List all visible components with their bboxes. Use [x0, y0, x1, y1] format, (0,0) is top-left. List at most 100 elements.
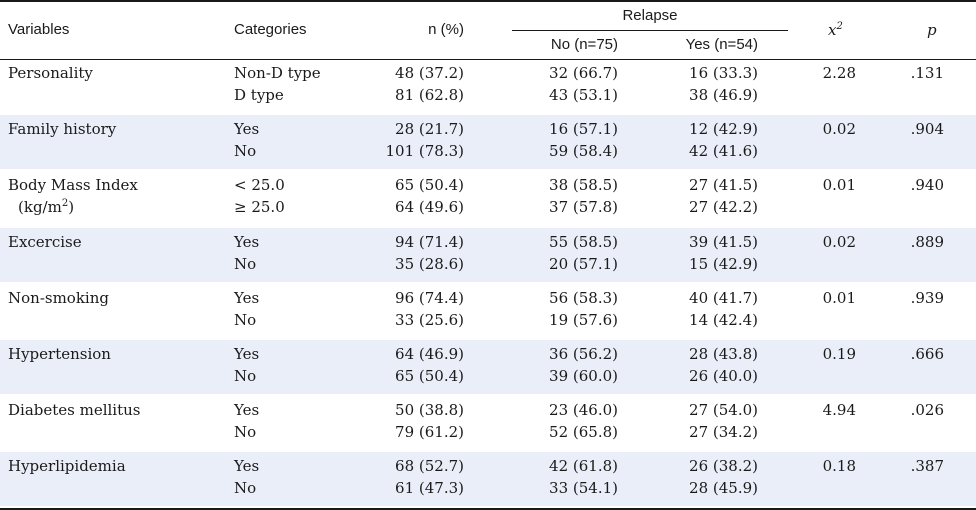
n-pct-1: 64 (46.9) — [395, 345, 464, 363]
category-1: < 25.0 — [234, 176, 285, 195]
chi-square-value: 0.02 — [822, 232, 856, 251]
variable-label: Non-smoking — [8, 288, 109, 307]
n-pct-2: 81 (62.8) — [395, 86, 464, 104]
category-2: No — [234, 423, 257, 442]
header-categories: Categories — [234, 21, 307, 38]
variable-label: Personality — [8, 64, 93, 82]
relapse-yes-2: 28 (45.9) — [689, 479, 758, 498]
relapse-no-2: 43 (53.1) — [549, 86, 618, 104]
header-chi-square: x2 — [828, 20, 843, 40]
relapse-no-2: 20 (57.1) — [549, 254, 618, 273]
n-pct-1: 65 (50.4) — [395, 176, 464, 195]
chi-square-value: 0.19 — [822, 345, 856, 363]
table-header-rule — [0, 59, 976, 60]
relapse-no-2: 39 (60.0) — [549, 367, 618, 385]
relapse-yes-2: 26 (40.0) — [689, 367, 758, 385]
header-n-pct: n (%) — [428, 21, 464, 38]
relapse-yes-1: 26 (38.2) — [689, 457, 758, 476]
relapse-yes-2: 27 (42.2) — [689, 198, 758, 217]
category-1: Yes — [234, 401, 260, 420]
relapse-yes-2: 14 (42.4) — [689, 310, 758, 329]
p-value: .666 — [910, 345, 944, 363]
relapse-yes-2: 42 (41.6) — [689, 142, 758, 161]
variable-label-unit: (kg/m2) — [18, 197, 74, 217]
chi-square-value: 0.18 — [822, 457, 856, 476]
relapse-yes-1: 39 (41.5) — [689, 232, 758, 251]
category-1: Yes — [234, 457, 260, 476]
n-pct-2: 101 (78.3) — [385, 142, 464, 161]
relapse-yes-1: 12 (42.9) — [689, 120, 758, 139]
relapse-no-1: 16 (57.1) — [549, 120, 618, 139]
relapse-no-1: 56 (58.3) — [549, 288, 618, 307]
header-relapse-yes: Yes (n=54) — [685, 36, 758, 53]
p-value: .889 — [910, 232, 944, 251]
category-2: D type — [234, 86, 284, 104]
variable-label: Excercise — [8, 232, 82, 251]
n-pct-2: 65 (50.4) — [395, 367, 464, 385]
chi-square-value: 0.02 — [822, 120, 856, 139]
n-pct-1: 96 (74.4) — [395, 288, 464, 307]
chi-square-value: 2.28 — [822, 64, 856, 82]
relapse-no-2: 37 (57.8) — [549, 198, 618, 217]
row-band — [0, 452, 976, 507]
chi-square-value: 4.94 — [822, 401, 856, 420]
variable-label: Hyperlipidemia — [8, 457, 126, 476]
p-value: .904 — [910, 120, 944, 139]
p-value: .387 — [910, 457, 944, 476]
relapse-no-2: 33 (54.1) — [549, 479, 618, 498]
n-pct-2: 79 (61.2) — [395, 423, 464, 442]
chi-square-value: 0.01 — [822, 176, 856, 195]
p-value: .939 — [910, 288, 944, 307]
variable-label: Family history — [8, 120, 117, 139]
n-pct-1: 28 (21.7) — [395, 120, 464, 139]
variable-label: Body Mass Index — [8, 176, 138, 195]
n-pct-1: 68 (52.7) — [395, 457, 464, 476]
category-2: No — [234, 479, 257, 498]
n-pct-1: 48 (37.2) — [395, 64, 464, 82]
chi-superscript: 2 — [836, 21, 843, 32]
category-1: Yes — [234, 120, 260, 139]
p-value: .026 — [910, 401, 944, 420]
relapse-no-1: 36 (56.2) — [549, 345, 618, 363]
relapse-yes-2: 27 (34.2) — [689, 423, 758, 442]
category-1: Yes — [234, 232, 260, 251]
n-pct-2: 35 (28.6) — [395, 254, 464, 273]
unit-text: (kg/m — [18, 198, 62, 217]
relapse-yes-2: 38 (46.9) — [689, 86, 758, 104]
variable-label: Hypertension — [8, 345, 111, 363]
row-band — [0, 340, 976, 394]
p-value: .940 — [910, 176, 944, 195]
relapse-no-2: 59 (58.4) — [549, 142, 618, 161]
relapse-yes-1: 27 (54.0) — [689, 401, 758, 420]
variable-label: Diabetes mellitus — [8, 401, 141, 420]
category-1: Yes — [234, 345, 260, 363]
unit-close: ) — [68, 198, 75, 217]
category-2: No — [234, 142, 257, 161]
n-pct-1: 50 (38.8) — [395, 401, 464, 420]
relapse-no-1: 42 (61.8) — [549, 457, 618, 476]
row-band — [0, 227, 976, 282]
p-value: .131 — [910, 64, 944, 82]
relapse-no-2: 19 (57.6) — [549, 310, 618, 329]
category-2: ≥ 25.0 — [234, 198, 285, 217]
relapse-no-1: 55 (58.5) — [549, 232, 618, 251]
relapse-no-1: 23 (46.0) — [549, 401, 618, 420]
category-1: Non-D type — [234, 64, 321, 82]
relapse-yes-1: 27 (41.5) — [689, 176, 758, 195]
unit-superscript: 2 — [61, 198, 69, 210]
n-pct-2: 61 (47.3) — [395, 479, 464, 498]
header-relapse: Relapse — [622, 7, 678, 24]
header-p: p — [927, 21, 937, 39]
header-relapse-no: No (n=75) — [550, 36, 618, 53]
n-pct-2: 33 (25.6) — [395, 310, 464, 329]
n-pct-1: 94 (71.4) — [395, 232, 464, 251]
table-top-rule — [0, 0, 976, 2]
relapse-yes-1: 16 (33.3) — [689, 64, 758, 82]
category-2: No — [234, 310, 257, 329]
category-2: No — [234, 254, 257, 273]
row-band — [0, 115, 976, 170]
category-1: Yes — [234, 288, 260, 307]
relapse-no-1: 32 (66.7) — [549, 64, 618, 82]
n-pct-2: 64 (49.6) — [395, 198, 464, 217]
